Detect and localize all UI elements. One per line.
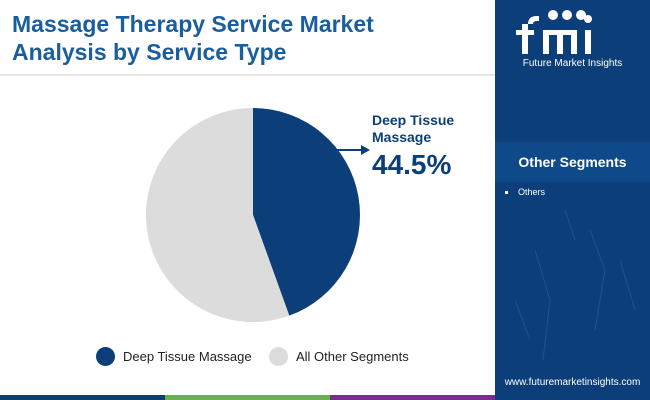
footer-bar-blue	[0, 395, 165, 400]
other-segments-heading: Other Segments	[518, 154, 627, 170]
callout-arrow-icon	[361, 145, 370, 155]
title-divider	[0, 74, 495, 76]
other-segments-list-item: Others	[505, 187, 545, 197]
brand-name: Future Market Insights	[522, 58, 623, 69]
footer-bar-purple	[330, 395, 495, 400]
brand-logo[interactable]: Future Market Insights	[495, 2, 650, 74]
sidebar-texture	[514, 209, 636, 361]
title-area: Massage Therapy Service Market Analysis …	[0, 0, 495, 72]
legend-swatch-deep-tissue	[96, 347, 115, 366]
callout-label-line-1: Deep Tissue	[372, 112, 454, 128]
other-segments-panel: Other Segments	[495, 142, 650, 182]
legend-label-deep-tissue: Deep Tissue Massage	[123, 349, 252, 364]
other-segments-item-label: Others	[518, 187, 546, 197]
footer-bar-green	[165, 395, 330, 400]
legend-swatch-other-segments	[269, 347, 288, 366]
pie-slice-all-other-segments	[146, 108, 290, 323]
bullet-icon	[505, 191, 508, 195]
title-line-1: Massage Therapy Service Market	[12, 11, 374, 37]
callout-label-line-2: Massage	[372, 129, 431, 145]
title-line-2: Analysis by Service Type	[12, 39, 287, 65]
legend-label-other-segments: All Other Segments	[296, 349, 409, 364]
sidebar: Future Market Insights Other Segments Ot…	[495, 0, 650, 400]
website-link[interactable]: www.futuremarketinsights.com	[504, 377, 641, 388]
pie-slice-deep-tissue-massage	[253, 108, 360, 316]
fmi-logo-mark	[516, 10, 592, 54]
page-title: Massage Therapy Service Market Analysis …	[12, 10, 482, 66]
callout-value: 44.5%	[372, 149, 451, 180]
